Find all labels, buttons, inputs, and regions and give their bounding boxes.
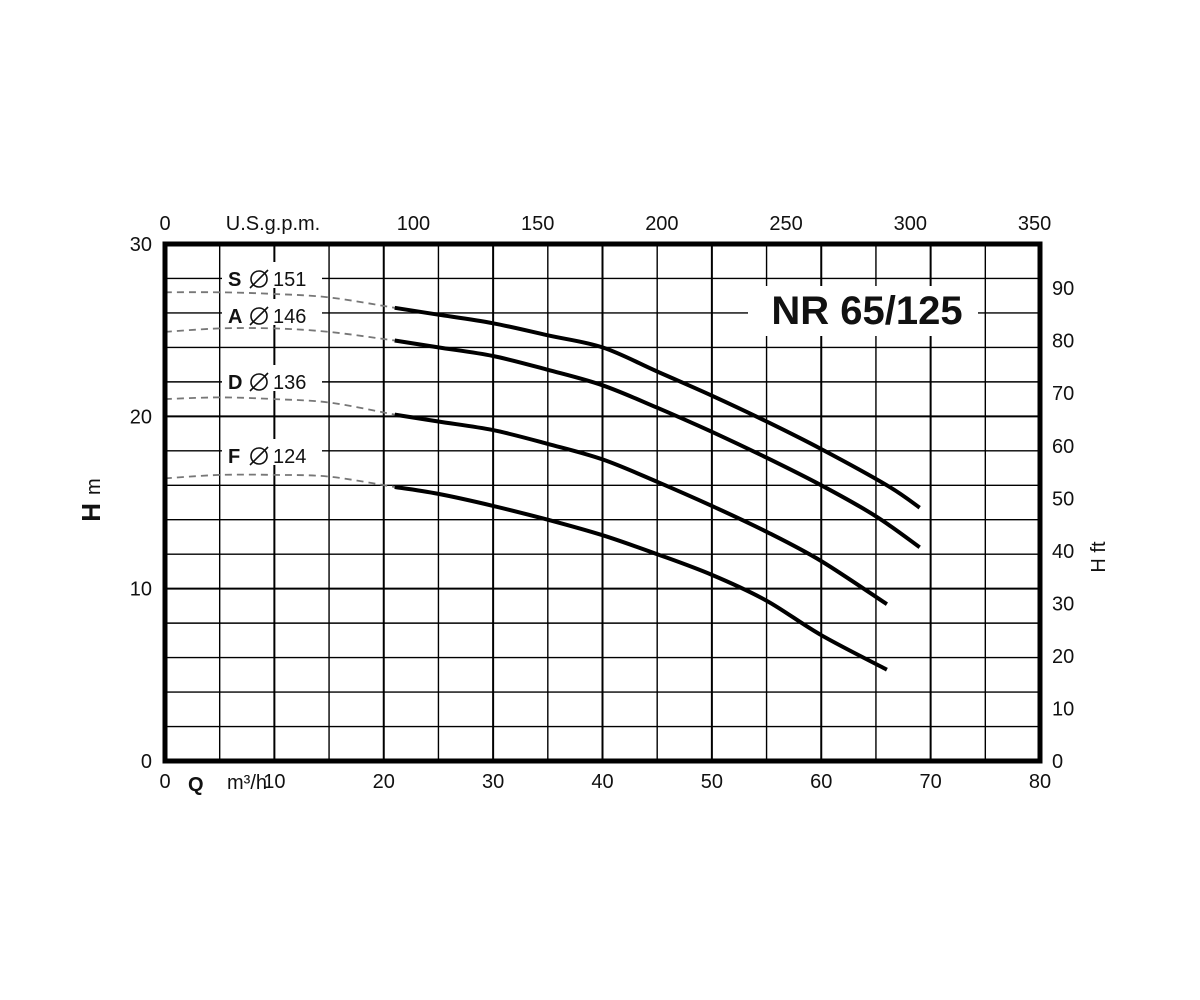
x-axis-symbol: Q bbox=[188, 774, 204, 796]
y-axis-ticks-right: 0 10 20 30 40 50 60 70 80 90 bbox=[1052, 278, 1074, 773]
x-tick-label: 80 bbox=[1029, 771, 1051, 793]
x-tick-label: 0 bbox=[159, 771, 170, 793]
curve-d bbox=[394, 412, 888, 606]
y-secondary-tick-label: 70 bbox=[1052, 383, 1074, 405]
chart-title: NR 65/125 bbox=[771, 289, 962, 333]
y-axis-symbol: H bbox=[76, 503, 106, 522]
svg-text:Hm: Hm bbox=[76, 478, 106, 521]
curve-a-dashed bbox=[164, 327, 395, 342]
x-tick-label: 10 bbox=[263, 771, 285, 793]
curve-f bbox=[394, 485, 888, 672]
curve-d-dashed bbox=[164, 396, 395, 416]
curve-s bbox=[394, 305, 921, 510]
x-secondary-tick-label: 200 bbox=[645, 213, 678, 235]
title-background bbox=[748, 286, 978, 336]
diameter-icon bbox=[250, 373, 268, 391]
curve-label-diameter: 146 bbox=[273, 306, 306, 328]
diameter-icon bbox=[250, 270, 268, 288]
x-tick-label: 60 bbox=[810, 771, 832, 793]
curve-label-background bbox=[222, 262, 322, 288]
y-secondary-tick-label: 10 bbox=[1052, 698, 1074, 720]
curve-label-s: S 151 bbox=[222, 262, 322, 291]
curve-label-diameter: 151 bbox=[273, 269, 306, 291]
y-secondary-tick-label: 30 bbox=[1052, 593, 1074, 615]
x-tick-label: 50 bbox=[701, 771, 723, 793]
y-tick-label: 10 bbox=[130, 579, 152, 601]
y-secondary-tick-label: 60 bbox=[1052, 436, 1074, 458]
y-secondary-tick-label: 0 bbox=[1052, 751, 1063, 773]
y-axis-unit: m bbox=[83, 478, 105, 495]
x-tick-label: 20 bbox=[373, 771, 395, 793]
curve-label-name: D bbox=[228, 372, 242, 394]
diameter-icon bbox=[250, 307, 268, 325]
y-secondary-tick-label: 80 bbox=[1052, 331, 1074, 353]
curve-label-a: A 146 bbox=[222, 299, 322, 328]
x-secondary-tick-label: 0 bbox=[159, 213, 170, 235]
x-secondary-tick-label: 300 bbox=[894, 213, 927, 235]
curve-label-diameter: 124 bbox=[273, 446, 306, 468]
x-secondary-tick-label: 350 bbox=[1018, 213, 1051, 235]
x-secondary-tick-label: 100 bbox=[397, 213, 430, 235]
x-axis-ticks-bottom: 0 10 20 30 40 50 60 70 80 bbox=[159, 771, 1051, 793]
curve-label-name: F bbox=[228, 446, 240, 468]
curve-a bbox=[394, 338, 921, 549]
x-tick-label: 30 bbox=[482, 771, 504, 793]
diameter-icon bbox=[250, 447, 268, 465]
y-secondary-tick-label: 50 bbox=[1052, 488, 1074, 510]
curve-label-background bbox=[222, 299, 322, 325]
curve-f-dashed bbox=[164, 473, 395, 488]
x-secondary-tick-label: 250 bbox=[769, 213, 802, 235]
curve-s-dashed bbox=[164, 291, 395, 309]
curve-label-name: S bbox=[228, 269, 241, 291]
diameter-icon-slash bbox=[249, 446, 269, 466]
y-axis-title-left: Hm bbox=[76, 478, 106, 521]
curves bbox=[164, 291, 921, 672]
y-axis-ticks-left: 0 10 20 30 bbox=[130, 234, 152, 773]
y-axis-title-right: H ft bbox=[1088, 541, 1110, 573]
curve-label-diameter: 136 bbox=[273, 372, 306, 394]
y-secondary-tick-label: 40 bbox=[1052, 541, 1074, 563]
diameter-icon-slash bbox=[249, 269, 269, 289]
x-secondary-tick-label: 150 bbox=[521, 213, 554, 235]
x-axis-unit: m³/h bbox=[227, 772, 267, 794]
x-tick-label: 70 bbox=[920, 771, 942, 793]
diameter-icon-slash bbox=[249, 306, 269, 326]
y-secondary-tick-label: 20 bbox=[1052, 646, 1074, 668]
x-axis-ticks-top: 0 100 150 200 250 300 350 bbox=[159, 213, 1051, 235]
curve-label-background bbox=[222, 439, 322, 465]
y-secondary-tick-label: 90 bbox=[1052, 278, 1074, 300]
y-tick-label: 20 bbox=[130, 406, 152, 428]
y-tick-label: 30 bbox=[130, 234, 152, 256]
plot-frame bbox=[162, 241, 1043, 764]
curve-label-f: F 124 bbox=[222, 439, 322, 468]
curve-label-d: D 136 bbox=[222, 365, 322, 394]
x-tick-label: 40 bbox=[591, 771, 613, 793]
y-secondary-label: H ft bbox=[1088, 541, 1110, 573]
diameter-icon-slash bbox=[249, 372, 269, 392]
x-secondary-unit: U.S.g.p.m. bbox=[226, 213, 320, 235]
curve-label-name: A bbox=[228, 306, 242, 328]
curve-label-background bbox=[222, 365, 322, 391]
y-tick-label: 0 bbox=[141, 751, 152, 773]
curve-labels: S 151 A 146 D 136 F 124 bbox=[222, 262, 322, 468]
